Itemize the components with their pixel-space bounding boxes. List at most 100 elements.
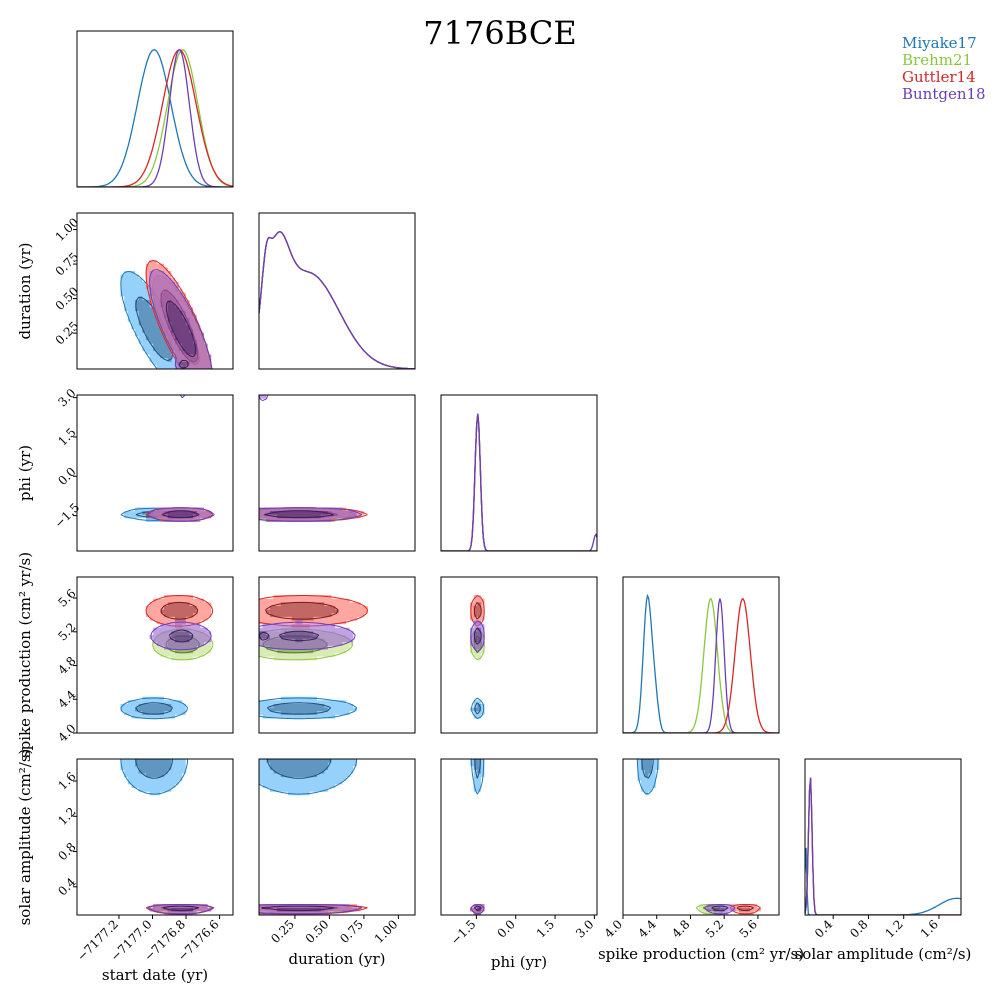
panel-frame: [440, 758, 598, 916]
contour-fill-inner-buntgen18: [171, 631, 194, 643]
marginal-curve-miyake17: [77, 49, 233, 187]
marginal-curve-miyake17: [441, 413, 597, 551]
panel-content: [623, 593, 779, 733]
legend-entry-buntgen18: Buntgen18: [902, 85, 986, 103]
y-tick-label: 5.2: [55, 620, 78, 643]
contour-line-outer-buntgen18: [259, 395, 363, 522]
contour-line-outer-miyake17: [259, 697, 358, 720]
panel-content: [805, 777, 961, 915]
marginal-curve-buntgen18: [441, 413, 597, 551]
contour-fill-outer-buntgen18: [149, 507, 212, 522]
marginal-curve-buntgen18: [77, 49, 233, 187]
contour-line-inner-guttler14: [473, 601, 482, 620]
panel-content: [120, 395, 215, 522]
panel-frame: [76, 758, 234, 916]
contour-line-outer-buntgen18: [147, 395, 215, 522]
marginal-curve-guttler14: [623, 598, 779, 733]
panel-2-1: [258, 394, 416, 552]
panel-4-4: 0.4 0.8 1.2 1.6: [804, 758, 962, 941]
panel-content: [259, 759, 368, 915]
contour-line-inner-buntgen18: [165, 301, 197, 369]
contour-line-inner-miyake17: [474, 702, 481, 715]
panel-content: [470, 759, 485, 915]
panel-frame: [258, 212, 416, 370]
contour-line-outer-buntgen18: [259, 904, 363, 915]
legend-entry-brehm21: Brehm21: [902, 51, 972, 69]
panel-frame: [622, 576, 780, 734]
x-tick-label: 0.8: [847, 917, 870, 940]
contour-fill-outer-miyake17: [470, 759, 485, 792]
contour-line-inner-guttler14: [160, 601, 199, 620]
y-tick-label: 4.4: [55, 687, 79, 711]
x-tick-label: 1.2: [882, 917, 905, 940]
contour-line-inner-buntgen18: [162, 510, 200, 519]
contour-fill-outer-guttler14: [470, 595, 485, 625]
x-tick-label: 1.00: [372, 917, 401, 946]
contour-line-inner-buntgen18: [168, 629, 194, 643]
contour-fill-outer-buntgen18: [259, 620, 354, 650]
contour-fill-outer-miyake17: [470, 700, 485, 719]
contour-fill-inner-guttler14: [266, 602, 339, 621]
contour-line-inner-miyake17: [266, 759, 332, 779]
panel-frame: [440, 394, 598, 552]
y-tick-label: 3.0: [55, 386, 78, 409]
contour-line-inner-miyake17: [474, 759, 481, 779]
panel-frame: [76, 212, 234, 370]
panel-3-2: [440, 576, 598, 734]
panel-4-2: −1.5 0.0 1.5 3.0: [440, 758, 598, 948]
x-tick-label: 5.6: [737, 917, 760, 940]
contour-line-outer-buntgen18: [470, 620, 485, 652]
marginal-curve-brehm21: [259, 231, 415, 369]
x-tick-label: 4.4: [635, 917, 659, 941]
contour-line-outer-miyake17: [471, 759, 485, 795]
marginal-curve-miyake17: [623, 593, 779, 733]
contour-fill-outer-buntgen18: [149, 271, 212, 369]
panel-4-3: 4.0 4.4 4.8 5.2 5.6: [602, 758, 780, 941]
contour-line-outer-miyake17: [259, 759, 358, 795]
x-tick-label: −1.5: [448, 917, 479, 948]
panel-content: [120, 595, 214, 720]
contour-line-outer-miyake17: [120, 759, 189, 795]
panel-frame: [622, 758, 780, 916]
y-tick-label: 5.6: [55, 586, 78, 609]
contour-line-outer-miyake17: [636, 759, 659, 795]
contour-line-inner-miyake17: [266, 702, 332, 715]
contour-line-inner-buntgen18: [711, 905, 729, 912]
contour-line-inner-miyake17: [135, 702, 173, 715]
contour-line-inner-buntgen18: [259, 630, 320, 642]
panel-frame: [76, 576, 234, 734]
contour-fill-outer-miyake17: [120, 696, 186, 719]
x-tick-label: 1.5: [534, 917, 557, 940]
marginal-curve-guttler14: [441, 413, 597, 551]
marginal-curve-buntgen18: [259, 231, 415, 369]
x-tick-label: 1.6: [918, 917, 941, 940]
x-tick-label: 0.75: [337, 917, 366, 946]
panel-frame: [258, 576, 416, 734]
contour-fill-outer-guttler14: [145, 595, 212, 628]
contour-line-outer-buntgen18: [704, 904, 736, 915]
panel-4-1: 0.25 0.50 0.75 1.00: [258, 758, 416, 946]
y-tick-label: 0.8: [55, 840, 78, 863]
y-axis-label-1: duration (yr): [16, 242, 34, 339]
contour-line-inner-buntgen18: [473, 627, 482, 645]
panel-content: [636, 759, 761, 915]
x-tick-label: 3.0: [573, 917, 596, 940]
contour-line-inner-buntgen18: [261, 905, 334, 912]
contour-fill-inner-miyake17: [135, 296, 172, 362]
contour-fill-inner-miyake17: [135, 759, 172, 778]
chart-title: 7176BCE: [423, 14, 576, 52]
x-tick-label: 0.0: [494, 917, 517, 940]
contour-line-inner-miyake17: [135, 759, 173, 779]
y-tick-label: 0.4: [55, 875, 79, 899]
contour-line-inner-buntgen18: [162, 905, 200, 912]
contour-line-outer-miyake17: [471, 697, 485, 720]
y-axis-label-4: solar amplitude (cm²/s): [16, 749, 34, 926]
panel-frame: [804, 758, 962, 916]
marginal-curve-brehm21: [805, 777, 961, 915]
contour-fill-inner-miyake17: [266, 759, 332, 778]
contour-line-outer-buntgen18: [259, 621, 356, 650]
x-axis-label-2: phi (yr): [491, 953, 547, 971]
contour-line-inner-buntgen18: [474, 905, 482, 912]
